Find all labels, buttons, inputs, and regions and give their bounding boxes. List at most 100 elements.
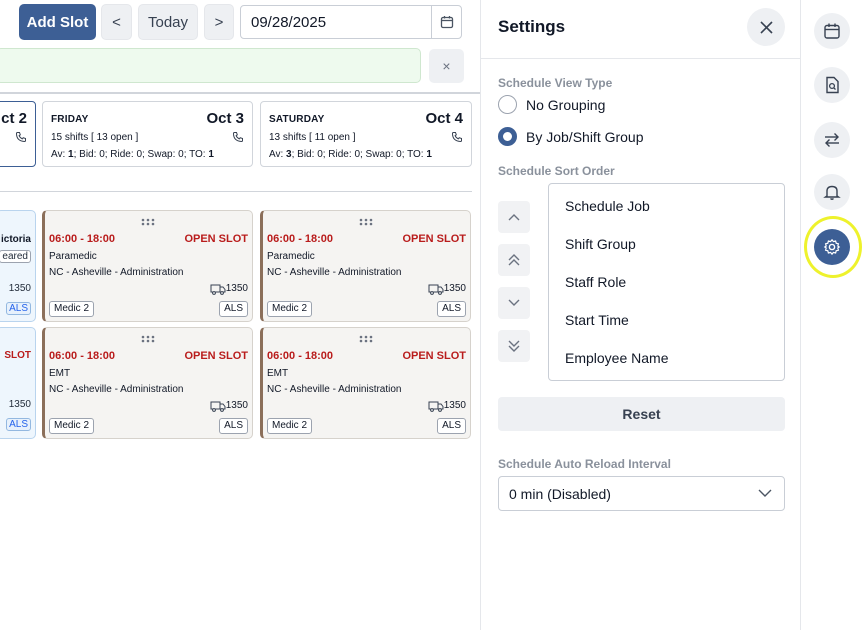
phone-icon[interactable] [232,131,244,143]
day-date: Oct 3 [206,110,244,127]
unit-tag: Medic 2 [267,418,313,434]
drag-handle-icon[interactable] [359,218,373,226]
calendar-icon[interactable] [431,6,461,38]
divider [0,92,480,94]
day-date: ct 2 [1,110,27,127]
shift-time: 06:00 - 18:00 [267,350,334,362]
day-name: FRIDAY [51,114,89,125]
shift-role: EMT [267,368,289,379]
unit-tag: Medic 2 [267,301,313,317]
previous-week-button[interactable]: < [101,4,132,40]
add-slot-button[interactable]: Add Slot [19,4,96,40]
shift-role: Paramedic [267,251,315,262]
reload-interval-label: Schedule Auto Reload Interval [498,457,671,471]
shift-card[interactable]: SLOT 1350 ALS [0,327,36,439]
drag-handle-icon[interactable] [141,218,155,226]
today-button[interactable]: Today [138,4,198,40]
day-header-saturday[interactable]: SATURDAY Oct 4 13 shifts [ 11 open ] Av:… [260,101,472,167]
clear-filter-button[interactable]: × [429,49,464,83]
slot-status: SLOT [4,350,31,361]
day-date: Oct 4 [425,110,463,127]
date-picker-field[interactable]: 09/28/2025 [240,5,462,39]
shift-card[interactable]: 06:00 - 18:00 OPEN SLOT EMT NC - Ashevil… [260,327,471,439]
chevron-down-icon [508,299,520,306]
shift-time: 06:00 - 18:00 [49,233,116,245]
slot-status: OPEN SLOT [184,233,248,245]
sort-item[interactable]: Shift Group [565,236,636,252]
move-up-button[interactable] [498,201,530,233]
shift-count: 15 shifts [ 13 open ] [51,132,139,143]
shift-location: NC - Asheville - Administration [49,267,184,278]
settings-title: Settings [498,17,566,36]
shift-time: 06:00 - 18:00 [267,233,334,245]
sort-item[interactable]: Start Time [565,312,629,328]
divider [0,191,472,192]
shift-location: NC - Asheville - Administration [49,384,184,395]
document-search-rail-button[interactable] [814,67,850,103]
unit-tag: Medic 2 [49,418,95,434]
radio-label: By Job/Shift Group [526,128,644,145]
phone-icon[interactable] [451,131,463,143]
drag-handle-icon[interactable] [359,335,373,343]
settings-panel: Settings Schedule View Type No Grouping … [480,0,801,630]
drag-handle-icon[interactable] [141,335,155,343]
chevron-down-icon [758,489,772,497]
radio-label: No Grouping [526,96,606,113]
sort-item[interactable]: Schedule Job [565,198,650,214]
reset-button[interactable]: Reset [498,397,785,431]
select-value: 0 min (Disabled) [509,485,611,502]
phone-icon[interactable] [15,131,27,143]
divider [481,58,801,59]
calendar-icon [824,23,840,39]
move-top-button[interactable] [498,244,530,276]
sort-order-list[interactable]: Schedule Job Shift Group Staff Role Star… [548,183,785,381]
shift-card[interactable]: ictoria eared 1350 ALS [0,210,36,322]
slot-status: OPEN SLOT [402,350,466,362]
sort-order-label: Schedule Sort Order [498,164,615,178]
calendar-rail-button[interactable] [814,13,850,49]
reload-interval-select[interactable]: 0 min (Disabled) [498,476,785,511]
truck-icon [210,284,226,295]
shift-card[interactable]: 06:00 - 18:00 OPEN SLOT EMT NC - Ashevil… [42,327,253,439]
right-rail [800,0,862,630]
filter-bar[interactable] [0,48,421,83]
swap-rail-button[interactable] [814,122,850,158]
employee-name: ictoria [0,234,31,245]
unit-number: 1350 [225,400,248,411]
radio-button-selected[interactable] [498,127,517,146]
view-type-label: Schedule View Type [498,76,613,90]
level-tag: ALS [6,302,31,315]
shift-card[interactable]: 06:00 - 18:00 OPEN SLOT Paramedic NC - A… [260,210,471,322]
day-header-thursday[interactable]: ct 2 [0,101,36,167]
shift-time: 06:00 - 18:00 [49,350,116,362]
day-stats: Av: 3; Bid: 0; Ride: 0; Swap: 0; TO: 1 [269,149,432,160]
shift-location: NC - Asheville - Administration [267,267,402,278]
double-chevron-down-icon [508,340,520,352]
notifications-rail-button[interactable] [814,174,850,210]
unit-number: 1350 [225,283,248,294]
move-bottom-button[interactable] [498,330,530,362]
slot-status: OPEN SLOT [402,233,466,245]
chevron-up-icon [508,214,520,221]
view-option-no-grouping[interactable]: No Grouping [498,95,605,114]
date-value[interactable]: 09/28/2025 [251,13,327,31]
move-down-button[interactable] [498,287,530,319]
level-tag: ALS [219,301,248,317]
sort-item[interactable]: Staff Role [565,274,627,290]
unit-number: 1350 [443,400,466,411]
shift-role: Paramedic [49,251,97,262]
focus-highlight [804,216,862,278]
shift-card[interactable]: 06:00 - 18:00 OPEN SLOT Paramedic NC - A… [42,210,253,322]
next-week-button[interactable]: > [204,4,234,40]
day-name: SATURDAY [269,114,325,125]
unit-tag: Medic 2 [49,301,95,317]
view-option-by-job-group[interactable]: By Job/Shift Group [498,127,644,146]
unit-number: 1350 [8,283,31,294]
sort-item[interactable]: Employee Name [565,350,669,366]
level-tag: ALS [219,418,248,434]
truck-icon [428,401,444,412]
radio-button[interactable] [498,95,517,114]
day-header-friday[interactable]: FRIDAY Oct 3 15 shifts [ 13 open ] Av: 1… [42,101,253,167]
day-stats: Av: 1; Bid: 0; Ride: 0; Swap: 0; TO: 1 [51,149,214,160]
close-settings-button[interactable] [747,8,785,46]
